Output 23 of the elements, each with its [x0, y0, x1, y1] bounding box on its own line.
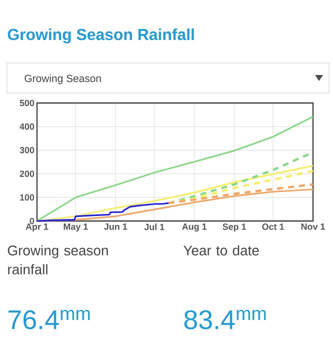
y-tick-label: 500	[20, 100, 34, 106]
x-tick-label: Apr 1	[26, 224, 48, 232]
text: Growing season rainfall	[8, 245, 108, 274]
y-tick-label: 200	[20, 170, 34, 177]
x-tick-label: Jun 1	[104, 224, 128, 230]
line-series	[36, 116, 314, 222]
y-tick-label: 0	[30, 218, 34, 224]
x-tick-label: Jul 1	[144, 224, 164, 230]
x-tick-label: May 1	[64, 224, 88, 232]
y-tick-label: 400	[20, 123, 34, 130]
x-tick-label: Aug 1	[182, 224, 207, 232]
y-tick-label: 100	[20, 194, 34, 201]
y-tick-label: 300	[20, 147, 34, 154]
text: 76.4$^{mm}$	[8, 310, 90, 330]
text: Year to date	[184, 245, 259, 256]
x-tick-label: Nov 1	[301, 224, 325, 230]
chart-subtitle: Growing Season	[24, 74, 101, 84]
x-tick-label: Oct 1	[262, 224, 284, 230]
chart-title: Growing Season Rainfall	[8, 28, 194, 44]
line-series	[167, 170, 314, 204]
text: 83.4$^{mm}$	[184, 310, 266, 330]
x-tick-label: Sep 1	[222, 224, 246, 232]
line-series	[36, 202, 170, 222]
